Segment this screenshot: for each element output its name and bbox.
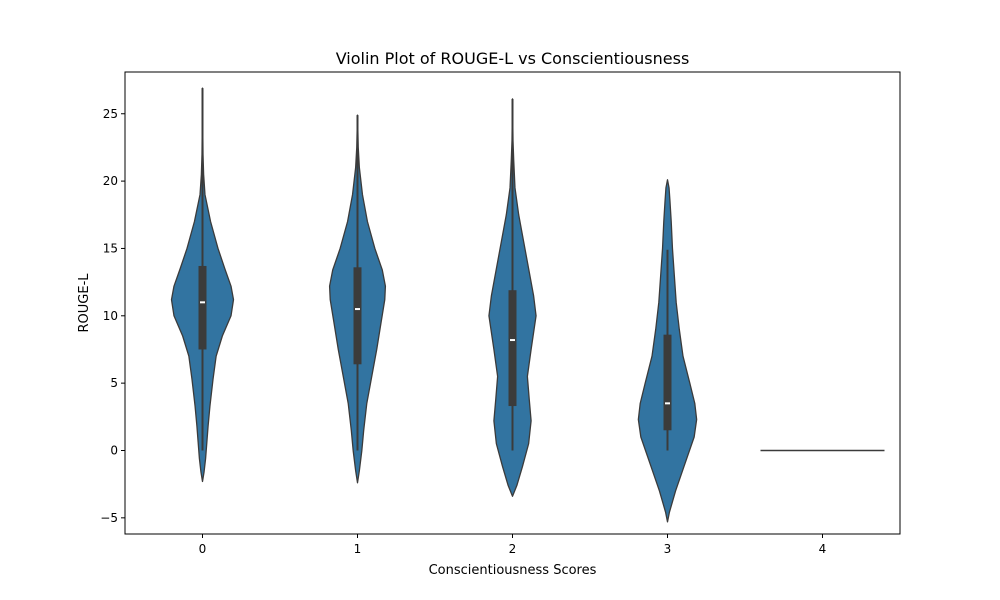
y-tick-label: 25 (103, 107, 118, 121)
iqr-box-1 (353, 267, 362, 365)
y-tick-label: 15 (103, 241, 118, 255)
chart-title: Violin Plot of ROUGE-L vs Conscientiousn… (336, 49, 690, 68)
y-tick-label: 5 (110, 376, 118, 390)
x-axis-label: Conscientiousness Scores (429, 563, 597, 578)
x-tick-label: 2 (509, 542, 517, 556)
x-tick-label: 0 (199, 542, 207, 556)
y-tick-label: 10 (103, 309, 118, 323)
iqr-box-3 (663, 334, 672, 431)
x-tick-label: 1 (354, 542, 362, 556)
x-tick-label: 4 (819, 542, 827, 556)
iqr-box-0 (198, 265, 207, 350)
median-marker-1 (355, 308, 360, 311)
median-marker-0 (200, 301, 205, 304)
y-tick-label: −5 (100, 511, 118, 525)
median-marker-2 (510, 339, 515, 342)
y-axis-label: ROUGE-L (77, 273, 92, 333)
y-tick-label: 20 (103, 174, 118, 188)
plot-area (170, 87, 885, 523)
iqr-box-2 (508, 290, 517, 407)
median-marker-3 (665, 402, 670, 405)
y-tick-label: 0 (110, 443, 118, 457)
x-tick-label: 3 (664, 542, 672, 556)
axes: −5 0 5 10 15 20 25 0 1 2 3 4 (100, 107, 826, 556)
